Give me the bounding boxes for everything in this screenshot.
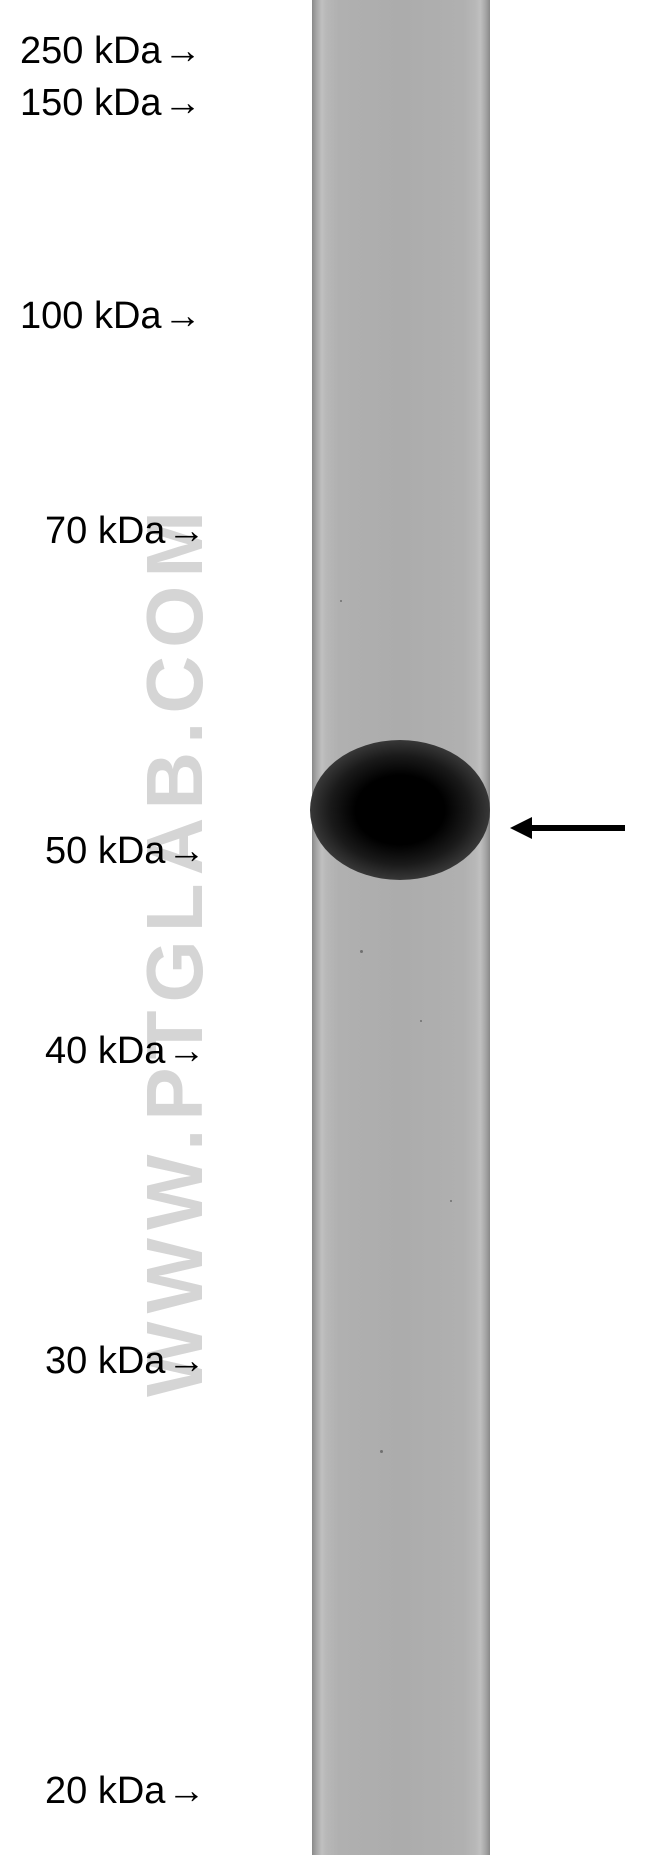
- noise-speck: [360, 950, 363, 953]
- arrow-right-icon: →: [164, 295, 202, 338]
- ladder-marker-label: 30 kDa: [45, 1340, 165, 1383]
- arrow-right-icon: →: [167, 510, 205, 553]
- ladder-marker: 50 kDa→: [45, 830, 205, 873]
- band-indicator-arrow: [510, 817, 625, 839]
- noise-speck: [380, 1450, 383, 1453]
- ladder-marker: 20 kDa→: [45, 1770, 205, 1813]
- ladder-marker-label: 100 kDa: [20, 295, 162, 338]
- blot-container: WWW.PTGLAB.COM 250 kDa→150 kDa→100 kDa→7…: [0, 0, 650, 1855]
- ladder-marker: 70 kDa→: [45, 510, 205, 553]
- lane-edge-left: [312, 0, 322, 1855]
- arrow-right-icon: →: [167, 830, 205, 873]
- ladder-marker: 150 kDa→: [20, 82, 202, 125]
- ladder-marker-label: 20 kDa: [45, 1770, 165, 1813]
- ladder-marker: 30 kDa→: [45, 1340, 205, 1383]
- ladder-marker: 100 kDa→: [20, 295, 202, 338]
- lane-edge-right: [480, 0, 490, 1855]
- ladder-marker-label: 40 kDa: [45, 1030, 165, 1073]
- ladder-marker: 250 kDa→: [20, 30, 202, 73]
- ladder-marker-label: 50 kDa: [45, 830, 165, 873]
- protein-band: [310, 740, 490, 880]
- arrow-right-icon: →: [167, 1030, 205, 1073]
- arrow-right-icon: →: [164, 82, 202, 125]
- arrow-left-icon: [510, 817, 625, 839]
- noise-speck: [340, 600, 342, 602]
- arrow-right-icon: →: [164, 30, 202, 73]
- arrow-right-icon: →: [167, 1340, 205, 1383]
- ladder-marker-label: 150 kDa: [20, 82, 162, 125]
- noise-speck: [420, 1020, 422, 1022]
- arrow-right-icon: →: [167, 1770, 205, 1813]
- blot-lane: [312, 0, 490, 1855]
- ladder-marker-label: 70 kDa: [45, 510, 165, 553]
- ladder-marker: 40 kDa→: [45, 1030, 205, 1073]
- ladder-marker-label: 250 kDa: [20, 30, 162, 73]
- noise-speck: [450, 1200, 452, 1202]
- watermark-text: WWW.PTGLAB.COM: [129, 503, 221, 1397]
